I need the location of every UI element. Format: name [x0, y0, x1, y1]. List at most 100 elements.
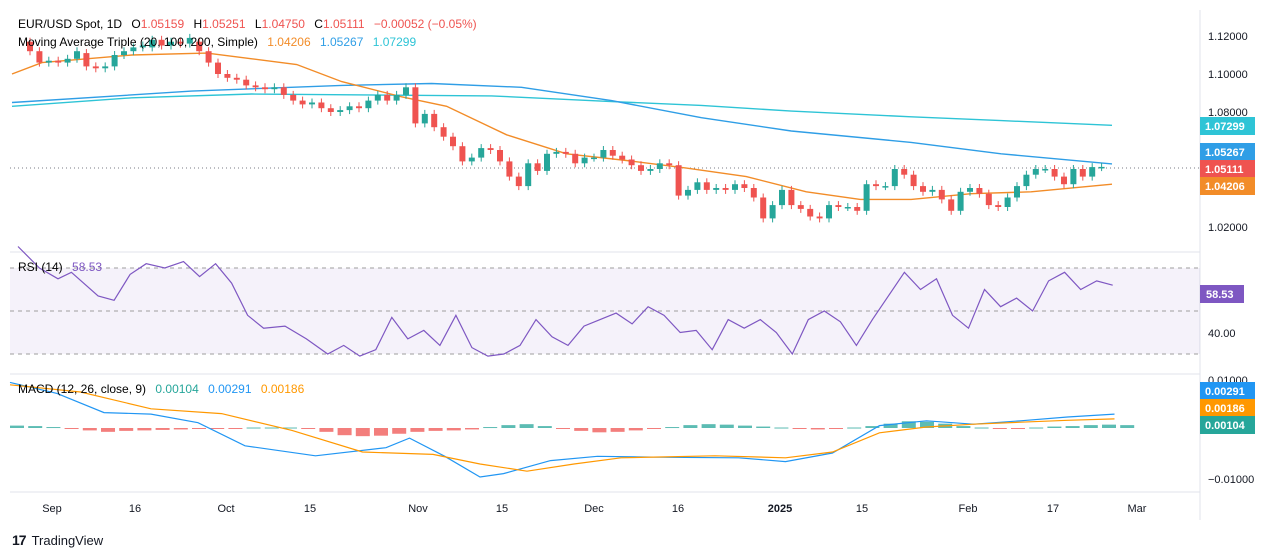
- low-label: L: [255, 17, 262, 31]
- candle-body: [609, 150, 616, 156]
- time-label: 15: [304, 503, 316, 515]
- candle-body: [299, 100, 306, 105]
- candle-body: [55, 60, 62, 63]
- close-value: 1.05111: [323, 17, 365, 31]
- candle-body: [356, 106, 362, 109]
- macd-tag: [1200, 382, 1255, 400]
- footer-brand[interactable]: 17 TradingView: [12, 532, 103, 548]
- macd-hist-bar: [628, 428, 643, 431]
- candle-body: [826, 205, 832, 219]
- macd-hist-bar: [10, 425, 24, 428]
- ma200-tag: [1200, 117, 1255, 135]
- candle-body: [102, 66, 109, 69]
- macd-hist-bar: [501, 425, 516, 428]
- time-label: Dec: [584, 503, 604, 515]
- macd-hist-bar: [410, 428, 425, 432]
- chart-canvas[interactable]: 1.12000 1.10000 1.08000 1.02000 1.07299 …: [0, 0, 1280, 530]
- candle-body: [290, 94, 297, 101]
- signal-tag-text: 0.00186: [1205, 403, 1245, 415]
- macd-hist-bar: [246, 427, 261, 429]
- candle-body: [703, 182, 710, 190]
- ma20-value: 1.04206: [267, 35, 311, 49]
- rsi-value: 58.53: [72, 260, 102, 274]
- time-label: 17: [1047, 503, 1059, 515]
- candle-body: [196, 41, 203, 52]
- rsi-tag: [1200, 285, 1244, 303]
- macd-hist-bar: [1047, 426, 1062, 428]
- macd-hist-bar: [829, 428, 843, 429]
- candle-body: [92, 66, 99, 69]
- macd-hist-bar: [192, 428, 206, 429]
- candle-body: [468, 157, 475, 162]
- candle-body: [985, 193, 992, 206]
- macd-hist-bar: [847, 427, 862, 429]
- time-label: Mar: [1128, 503, 1147, 515]
- candle-body: [1014, 186, 1020, 198]
- candle-body: [967, 188, 973, 192]
- candle-body: [619, 155, 626, 160]
- macd-hist-bar: [1011, 428, 1025, 429]
- candle-body: [1051, 169, 1058, 177]
- macd-hist-bar: [556, 428, 570, 429]
- price-tick-2: 1.10000: [1208, 69, 1248, 81]
- candle-body: [280, 87, 287, 95]
- candle-body: [1070, 169, 1077, 185]
- candle-body: [412, 87, 419, 124]
- open-label: O: [131, 17, 140, 31]
- ma100-value: 1.05267: [320, 35, 364, 49]
- macd-hist-bar: [974, 427, 989, 429]
- macd-hist-bar: [610, 428, 625, 432]
- macd-hist-bar: [901, 421, 916, 428]
- macd-hist-bar: [82, 428, 97, 431]
- time-label: 15: [496, 503, 508, 515]
- macd-hist-bar: [483, 427, 498, 429]
- time-axis: Sep 16 Oct 15 Nov 15 Dec 16 2025 15 Feb 17 Mar: [42, 503, 1147, 515]
- candle-body: [74, 51, 80, 59]
- candle-body: [666, 163, 673, 166]
- macd-hist-bar: [428, 428, 443, 431]
- candle-body: [384, 94, 391, 101]
- macd-tick-bottom: −0.01000: [1208, 474, 1254, 486]
- signal-tag: [1200, 399, 1255, 417]
- candle-body: [788, 189, 795, 206]
- candle-body: [337, 110, 344, 112]
- candle-body: [487, 148, 494, 150]
- macd-hist-bar: [355, 428, 370, 437]
- macd-hist-bar: [283, 427, 297, 429]
- candle-body: [177, 41, 184, 44]
- macd-hist-bar: [446, 428, 461, 431]
- macd-hist-bar: [701, 424, 716, 428]
- macd-hist-bar: [101, 428, 115, 432]
- candle-body: [591, 157, 597, 160]
- macd-hist-bar: [465, 428, 479, 430]
- rsi-tag-text: 58.53: [1206, 289, 1234, 301]
- brand-name: TradingView: [31, 532, 104, 548]
- candle-body: [562, 151, 569, 154]
- macd-hist-bar: [1083, 425, 1098, 428]
- ma100-tag-text: 1.05267: [1205, 147, 1245, 159]
- macd-path: [9, 381, 1115, 478]
- candle-body: [215, 62, 221, 74]
- macd-hist-bar: [210, 428, 225, 429]
- tradingview-logo-icon: 17: [12, 532, 27, 548]
- candle-body: [1089, 167, 1096, 177]
- candle-body: [1023, 174, 1030, 187]
- candle-body: [920, 186, 926, 192]
- macd-hist-bar: [337, 428, 352, 436]
- macd-hist-bar: [46, 427, 61, 429]
- candle-body: [525, 163, 532, 187]
- macd-hist-bar: [264, 427, 279, 429]
- macd-histogram: [10, 421, 1135, 437]
- candle-body: [1098, 166, 1105, 169]
- candle-body: [835, 205, 842, 207]
- candle-body: [628, 159, 635, 166]
- candle-body: [83, 53, 90, 67]
- candle-body: [506, 161, 513, 177]
- price-tick-4: 1.02000: [1208, 222, 1248, 234]
- rsi-legend: RSI (14) 58.53: [18, 260, 102, 274]
- macd-hist-bar: [774, 427, 789, 429]
- candle-body: [675, 165, 682, 196]
- candle-body: [403, 87, 409, 95]
- high-label: H: [193, 17, 202, 31]
- macd-hist-bar: [392, 428, 407, 434]
